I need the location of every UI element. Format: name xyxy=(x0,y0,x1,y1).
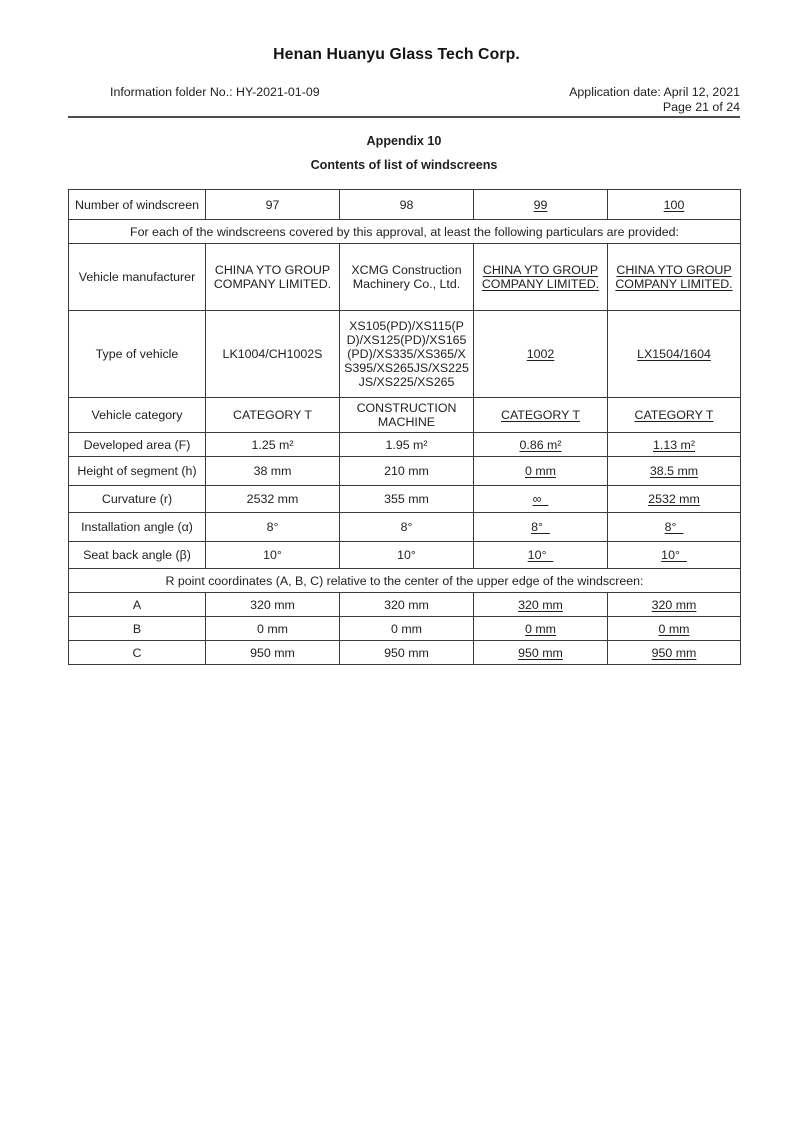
value-cell: 0 mm xyxy=(607,616,741,641)
value-cell: 950 mm xyxy=(339,640,474,665)
value-cell: XS105(PD)/XS115(PD)/XS125(PD)/XS165(PD)/… xyxy=(339,310,474,398)
value-cell: LX1504/1604 xyxy=(607,310,741,398)
value-cell: 2532 mm xyxy=(607,485,741,513)
value-cell: CATEGORY T xyxy=(205,397,340,433)
header-divider xyxy=(68,116,740,118)
row-vehicle-manufacturer: Vehicle manufacturer CHINA YTO GROUP COM… xyxy=(68,243,741,311)
page-indicator: Page 21 of 24 xyxy=(662,100,740,114)
page-content: Information folder No.: HY-2021-01-09 Ap… xyxy=(68,85,741,665)
row-vehicle-category: Vehicle category CATEGORY T CONSTRUCTION… xyxy=(68,397,741,433)
value-cell: 8° xyxy=(607,512,741,542)
row-type-of-vehicle: Type of vehicle LK1004/CH1002S XS105(PD)… xyxy=(68,310,741,398)
row-r-point-note: R point coordinates (A, B, C) relative t… xyxy=(68,568,741,593)
value-cell: CATEGORY T xyxy=(607,397,741,433)
windscreen-number-100: 100 xyxy=(607,189,741,220)
windscreen-number-97: 97 xyxy=(205,189,340,220)
value-cell: 355 mm xyxy=(339,485,474,513)
row-label-cell: Number of windscreen xyxy=(68,189,206,220)
value-cell: CHINA YTO GROUP COMPANY LIMITED. xyxy=(205,243,340,311)
row-label-cell: Installation angle (α) xyxy=(68,512,206,542)
value-cell: 10° xyxy=(205,541,340,569)
value-cell: 950 mm xyxy=(473,640,608,665)
windscreen-number-98: 98 xyxy=(339,189,474,220)
contents-subtitle: Contents of list of windscreens xyxy=(310,158,498,172)
value-cell: 0 mm xyxy=(473,456,608,486)
value-cell: CONSTRUCTION MACHINE xyxy=(339,397,474,433)
value-cell: 320 mm xyxy=(607,592,741,617)
row-label-cell: Developed area (F) xyxy=(68,432,206,457)
value-cell: 320 mm xyxy=(473,592,608,617)
value-cell: 38.5 mm xyxy=(607,456,741,486)
value-cell: LK1004/CH1002S xyxy=(205,310,340,398)
value-cell: 320 mm xyxy=(339,592,474,617)
row-developed-area: Developed area (F) 1.25 m² 1.95 m² 0.86 … xyxy=(68,432,741,457)
row-coordinate-c: C 950 mm 950 mm 950 mm 950 mm xyxy=(68,640,741,665)
infinity-value-cell: ∞ xyxy=(473,485,608,513)
value-cell: 0 mm xyxy=(473,616,608,641)
value-cell: 0.86 m² xyxy=(473,432,608,457)
value-cell: 1002 xyxy=(473,310,608,398)
row-label-cell: Height of segment (h) xyxy=(68,456,206,486)
value-cell: 8° xyxy=(205,512,340,542)
row-seat-back-angle: Seat back angle (β) 10° 10° 10° 10° xyxy=(68,541,741,569)
windscreen-table: Number of windscreen 97 98 99 100 For ea… xyxy=(68,189,741,665)
value-cell: 1.13 m² xyxy=(607,432,741,457)
meta-right-block: Application date: April 12, 2021 Page 21… xyxy=(569,85,740,115)
row-number-of-windscreen: Number of windscreen 97 98 99 100 xyxy=(68,189,741,220)
value-cell: 1.25 m² xyxy=(205,432,340,457)
value-cell: CHINA YTO GROUP COMPANY LIMITED. xyxy=(607,243,741,311)
info-folder-number: Information folder No.: HY-2021-01-09 xyxy=(110,85,320,99)
r-point-note: R point coordinates (A, B, C) relative t… xyxy=(68,568,741,593)
value-cell: 10° xyxy=(339,541,474,569)
value-cell: 10° xyxy=(607,541,741,569)
approval-note: For each of the windscreens covered by t… xyxy=(68,219,741,244)
row-label-cell: Seat back angle (β) xyxy=(68,541,206,569)
row-coordinate-b: B 0 mm 0 mm 0 mm 0 mm xyxy=(68,616,741,641)
row-installation-angle: Installation angle (α) 8° 8° 8° 8° xyxy=(68,512,741,542)
row-label-cell: Vehicle manufacturer xyxy=(68,243,206,311)
value-cell: 10° xyxy=(473,541,608,569)
row-height-of-segment: Height of segment (h) 38 mm 210 mm 0 mm … xyxy=(68,456,741,486)
company-title: Henan Huanyu Glass Tech Corp. xyxy=(273,46,520,63)
row-label-cell: A xyxy=(68,592,206,617)
value-cell: 0 mm xyxy=(339,616,474,641)
windscreen-number-99: 99 xyxy=(473,189,608,220)
row-coordinate-a: A 320 mm 320 mm 320 mm 320 mm xyxy=(68,592,741,617)
row-label-cell: Curvature (r) xyxy=(68,485,206,513)
value-cell: XCMG Construction Machinery Co., Ltd. xyxy=(339,243,474,311)
value-cell: 950 mm xyxy=(205,640,340,665)
value-cell: 38 mm xyxy=(205,456,340,486)
value-cell: 320 mm xyxy=(205,592,340,617)
row-curvature: Curvature (r) 2532 mm 355 mm ∞ 2532 mm xyxy=(68,485,741,513)
value-cell: 8° xyxy=(473,512,608,542)
row-label-cell: Type of vehicle xyxy=(68,310,206,398)
value-cell: 0 mm xyxy=(205,616,340,641)
value-cell: 1.95 m² xyxy=(339,432,474,457)
value-cell: CHINA YTO GROUP COMPANY LIMITED. xyxy=(473,243,608,311)
value-cell: 8° xyxy=(339,512,474,542)
value-cell: CATEGORY T xyxy=(473,397,608,433)
value-cell: 2532 mm xyxy=(205,485,340,513)
row-label-cell: B xyxy=(68,616,206,641)
row-note: For each of the windscreens covered by t… xyxy=(68,219,741,244)
value-cell: 210 mm xyxy=(339,456,474,486)
application-date: Application date: April 12, 2021 xyxy=(569,85,740,99)
row-label-cell: Vehicle category xyxy=(68,397,206,433)
document-meta: Information folder No.: HY-2021-01-09 Ap… xyxy=(68,85,740,115)
value-cell: 950 mm xyxy=(607,640,741,665)
appendix-title: Appendix 10 xyxy=(366,134,442,148)
row-label-cell: C xyxy=(68,640,206,665)
